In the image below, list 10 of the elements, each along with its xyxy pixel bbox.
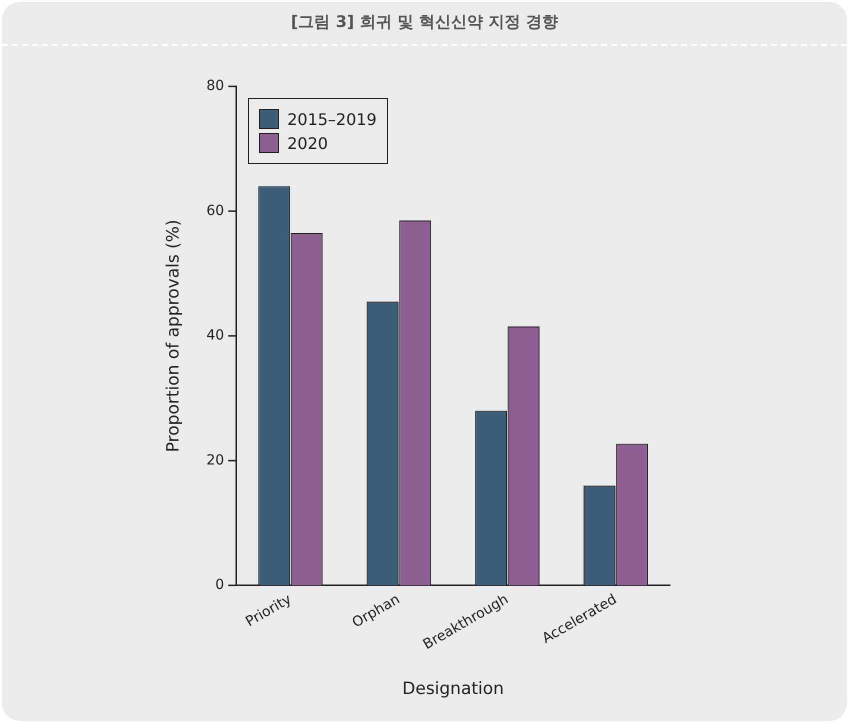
y-tick-label: 20 <box>206 452 224 468</box>
legend-label: 2015–2019 <box>287 110 377 129</box>
legend-label: 2020 <box>287 134 328 153</box>
y-tick-label: 60 <box>206 202 224 219</box>
y-tick-label: 80 <box>206 78 224 94</box>
y-tick-label: 40 <box>206 328 224 344</box>
chart-title: [그림 3] 희귀 및 혁신신약 지정 경향 <box>290 12 560 33</box>
y-axis-title: Proportion of approvals (%) <box>164 219 184 452</box>
y-tick-label: 0 <box>215 577 224 594</box>
x-axis-title: Designation <box>402 679 504 700</box>
